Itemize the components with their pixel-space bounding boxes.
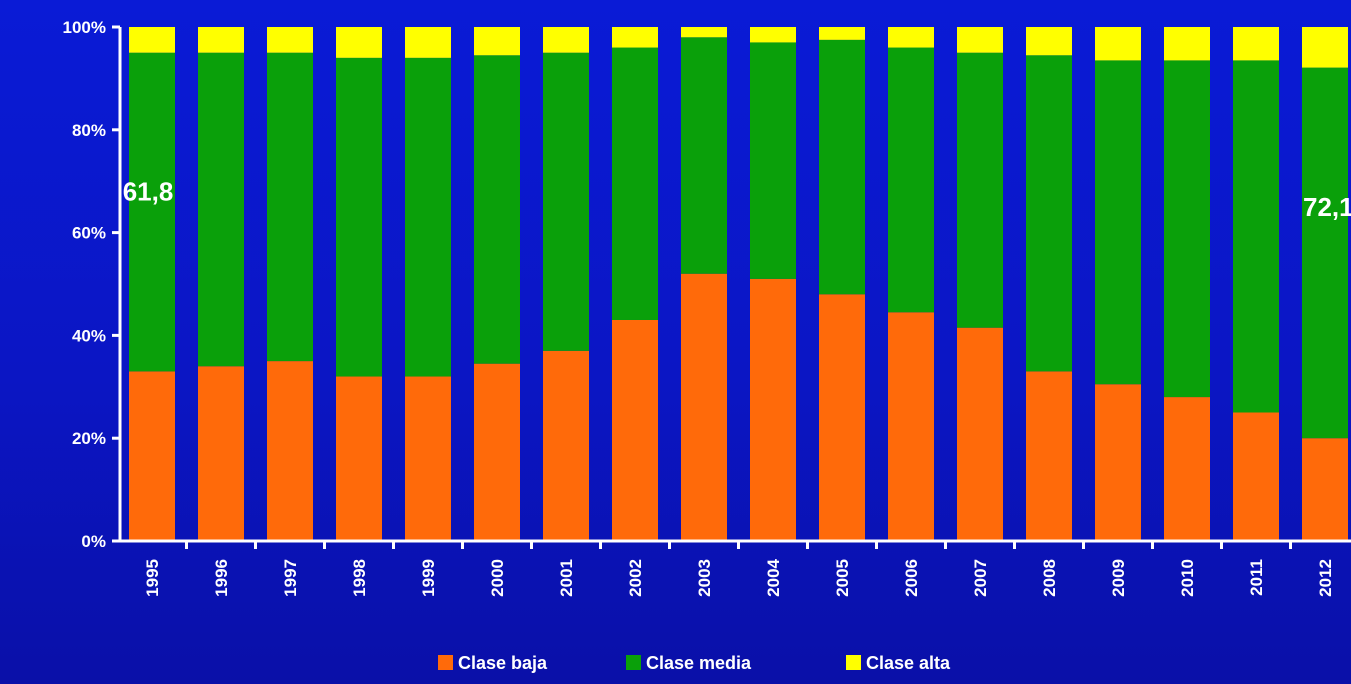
bar-clase-media-2002 xyxy=(612,47,658,320)
bar-clase-media-2007 xyxy=(957,52,1003,328)
y-tick-label: 0% xyxy=(81,532,106,551)
x-tick-label: 2012 xyxy=(1316,559,1335,597)
x-tick-label: 2010 xyxy=(1178,559,1197,597)
y-tick-label: 100% xyxy=(63,18,106,37)
x-tick-label: 2011 xyxy=(1247,559,1266,596)
bar-clase-baja-2005 xyxy=(819,294,865,541)
legend: Clase baja Clase media Clase alta xyxy=(438,653,951,673)
legend-swatch-clase-media xyxy=(626,655,641,670)
bar-clase-alta-2009 xyxy=(1095,27,1141,61)
bar-clase-alta-2008 xyxy=(1026,27,1072,56)
y-tick-label: 20% xyxy=(72,429,106,448)
bar-clase-media-2010 xyxy=(1164,60,1210,398)
bar-clase-alta-2003 xyxy=(681,27,727,38)
bar-clase-media-1997 xyxy=(267,52,313,362)
bar-clase-media-2006 xyxy=(888,47,934,313)
bar-clase-alta-2012 xyxy=(1302,27,1348,68)
bar-clase-media-2008 xyxy=(1026,55,1072,372)
bar-clase-alta-2000 xyxy=(474,27,520,56)
legend-swatch-clase-alta xyxy=(846,655,861,670)
bar-clase-alta-1998 xyxy=(336,27,382,58)
bar-clase-media-2005 xyxy=(819,39,865,295)
bar-clase-media-2003 xyxy=(681,37,727,274)
x-tick-label: 2000 xyxy=(488,559,507,597)
bar-clase-media-1998 xyxy=(336,57,382,377)
x-tick-label: 2007 xyxy=(971,559,990,597)
legend-swatch-clase-baja xyxy=(438,655,453,670)
y-tick-label: 40% xyxy=(72,326,106,345)
y-tick-label: 80% xyxy=(72,121,106,140)
bar-clase-alta-2007 xyxy=(957,27,1003,53)
bar-clase-alta-2004 xyxy=(750,27,796,43)
bar-clase-media-1995 xyxy=(129,52,175,372)
x-tick-label: 2005 xyxy=(833,559,852,597)
bar-clase-alta-1995 xyxy=(129,27,175,53)
x-tick-label: 2004 xyxy=(764,558,783,596)
x-tick-label: 1999 xyxy=(419,559,438,597)
labels-layer: 0% 20% 40% 60% 80% 100% 1995 1996 1997 1998 1999 20… xyxy=(63,18,1351,597)
bar-clase-baja-2006 xyxy=(888,312,934,541)
bar-clase-media-2004 xyxy=(750,42,796,279)
bar-clase-alta-2001 xyxy=(543,27,589,53)
x-tick-label: 2009 xyxy=(1109,559,1128,597)
bar-clase-baja-2002 xyxy=(612,319,658,541)
legend-label: Clase media xyxy=(646,653,752,673)
bar-clase-alta-2011 xyxy=(1233,27,1279,61)
bar-clase-baja-1999 xyxy=(405,376,451,541)
bar-clase-baja-2000 xyxy=(474,363,520,541)
x-tick-label: 2001 xyxy=(557,559,576,597)
annotation-label: 72,1 xyxy=(1303,192,1351,222)
bars-layer xyxy=(129,27,1348,541)
legend-label: Clase alta xyxy=(866,653,951,673)
x-tick-label: 2008 xyxy=(1040,559,1059,597)
y-tick-label: 60% xyxy=(72,224,106,243)
bar-clase-baja-1996 xyxy=(198,366,244,541)
axes-layer xyxy=(112,25,1351,549)
bar-clase-alta-2005 xyxy=(819,27,865,40)
bar-clase-alta-1997 xyxy=(267,27,313,53)
bar-clase-alta-1999 xyxy=(405,27,451,58)
bar-clase-media-1996 xyxy=(198,52,244,367)
bar-clase-media-2000 xyxy=(474,55,520,364)
bar-clase-baja-2004 xyxy=(750,278,796,541)
bar-clase-baja-2008 xyxy=(1026,371,1072,541)
bar-clase-media-2012 xyxy=(1302,67,1348,439)
x-tick-label: 1995 xyxy=(143,559,162,597)
bar-clase-media-2001 xyxy=(543,52,589,351)
bar-clase-baja-2001 xyxy=(543,350,589,541)
x-tick-label: 2006 xyxy=(902,559,921,597)
x-tick-label: 1998 xyxy=(350,559,369,597)
bar-clase-baja-1998 xyxy=(336,376,382,541)
bar-clase-alta-2010 xyxy=(1164,27,1210,61)
legend-label: Clase baja xyxy=(458,653,548,673)
bar-clase-baja-2011 xyxy=(1233,412,1279,541)
annotation-label: 61,8 xyxy=(123,176,174,206)
bar-clase-baja-2012 xyxy=(1302,438,1348,541)
x-tick-label: 2003 xyxy=(695,559,714,597)
bar-clase-alta-2006 xyxy=(888,27,934,48)
bar-clase-media-2009 xyxy=(1095,60,1141,385)
bar-clase-baja-2009 xyxy=(1095,384,1141,541)
bar-clase-alta-2002 xyxy=(612,27,658,48)
x-tick-label: 1997 xyxy=(281,559,300,597)
x-tick-label: 2002 xyxy=(626,559,645,597)
bar-clase-media-2011 xyxy=(1233,60,1279,413)
bar-clase-baja-2010 xyxy=(1164,397,1210,541)
x-tick-label: 1996 xyxy=(212,559,231,597)
bar-clase-baja-2003 xyxy=(681,273,727,541)
bar-clase-baja-1995 xyxy=(129,371,175,541)
bar-clase-baja-2007 xyxy=(957,327,1003,541)
bar-clase-media-1999 xyxy=(405,57,451,377)
bar-clase-baja-1997 xyxy=(267,361,313,541)
bar-clase-alta-1996 xyxy=(198,27,244,53)
